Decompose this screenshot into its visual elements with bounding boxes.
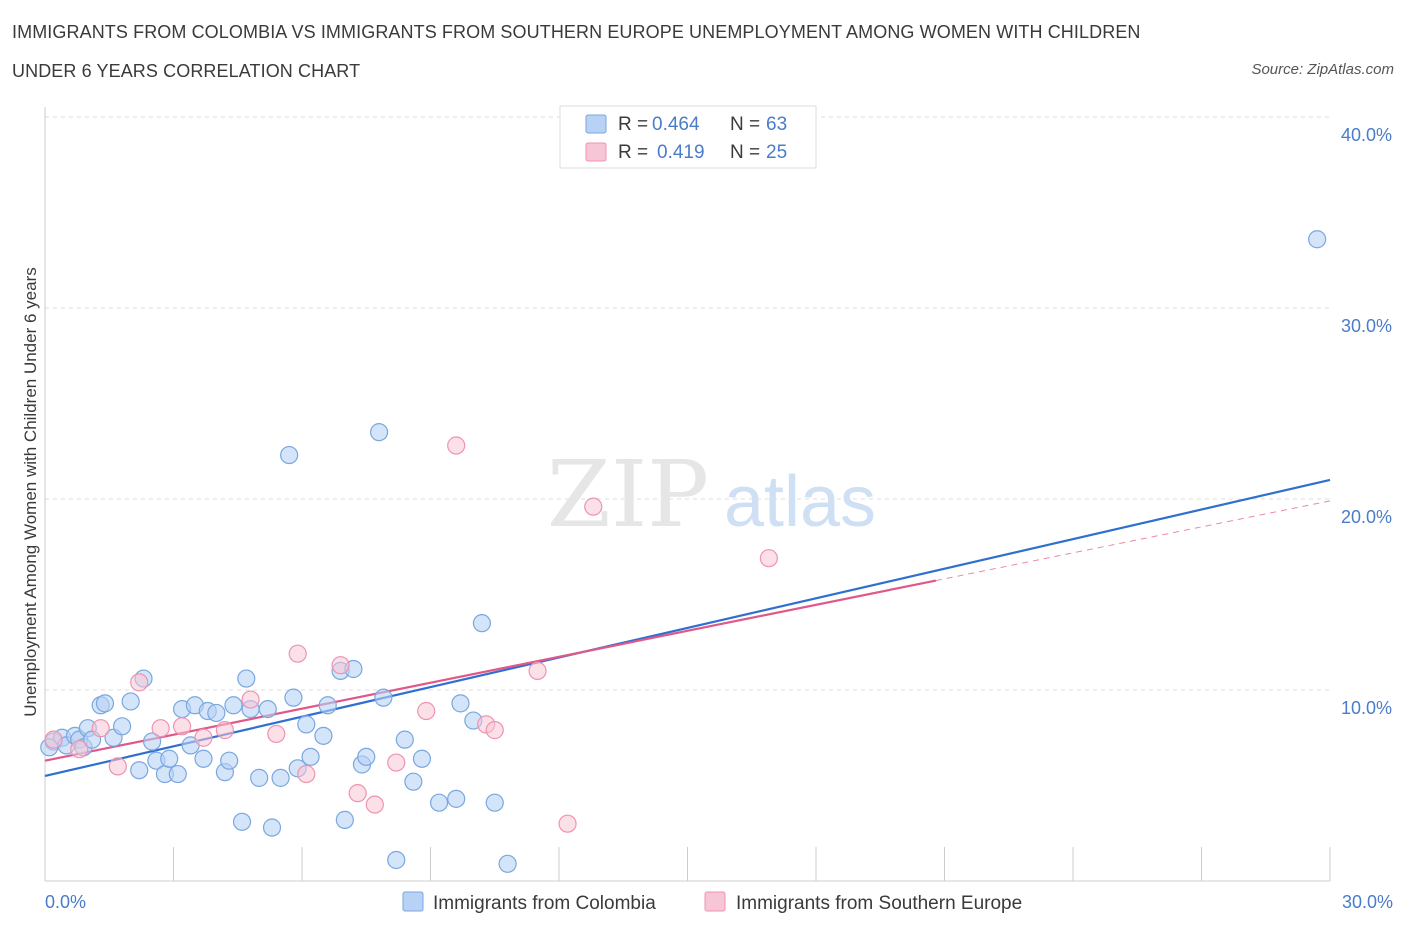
point-colombia <box>412 749 432 768</box>
point-colombia <box>207 703 226 723</box>
point-colombia <box>318 696 337 715</box>
point-southern-europe <box>108 757 127 776</box>
tick-labels: 10.0% 20.0% 30.0% 40.0% 0.0% 30.0% <box>45 125 1393 912</box>
watermark-atlas: atlas <box>724 462 876 542</box>
point-colombia <box>485 793 504 812</box>
point-colombia <box>498 854 517 873</box>
point-colombia <box>130 761 149 780</box>
point-colombia <box>262 818 282 837</box>
point-colombia <box>447 789 466 808</box>
point-colombia <box>1308 230 1327 249</box>
trendline-southern-europe <box>44 579 937 762</box>
axes <box>44 107 1331 882</box>
point-southern-europe <box>267 724 286 744</box>
point-southern-europe <box>241 690 260 709</box>
legend-n-value-1: 63 <box>766 114 787 135</box>
point-colombia <box>335 810 354 829</box>
point-southern-europe <box>759 549 778 568</box>
point-colombia <box>95 694 115 713</box>
legend-r-label-1: R = <box>618 114 648 135</box>
point-colombia <box>297 715 316 734</box>
point-southern-europe <box>215 721 234 740</box>
chart-title-line1: IMMIGRANTS FROM COLOMBIA VS IMMIGRANTS F… <box>12 22 1141 42</box>
point-southern-europe <box>194 728 213 747</box>
point-colombia <box>472 614 491 633</box>
data-points <box>40 230 1327 873</box>
legend-r-value-2: 0.419 <box>657 142 705 163</box>
point-colombia <box>301 747 320 766</box>
bottom-legend-label-southern-europe: Immigrants from Southern Europe <box>736 893 1022 914</box>
point-southern-europe <box>172 717 192 736</box>
x-tick-label: 30.0% <box>1342 892 1393 912</box>
point-colombia <box>194 749 213 768</box>
point-southern-europe <box>288 644 307 663</box>
bottom-legend-label-colombia: Immigrants from Colombia <box>433 893 656 914</box>
point-southern-europe <box>485 721 504 740</box>
point-colombia <box>258 699 277 719</box>
y-tick-label: 10.0% <box>1341 698 1392 718</box>
point-southern-europe <box>558 814 577 833</box>
legend-r-value-1: 0.464 <box>652 114 700 135</box>
point-southern-europe <box>365 795 384 814</box>
point-colombia <box>250 768 269 787</box>
stats-legend: R = 0.464 N = 63 R = 0.419 N = 25 <box>559 105 817 169</box>
y-axis-label: Unemployment Among Women with Children U… <box>21 267 40 716</box>
series-legend: Immigrants from Colombia Immigrants from… <box>402 891 1022 914</box>
trendlines <box>44 478 1331 778</box>
point-colombia <box>357 747 376 766</box>
y-tick-label: 40.0% <box>1341 125 1392 145</box>
point-colombia <box>284 688 303 707</box>
y-tick-label: 20.0% <box>1341 507 1392 527</box>
point-colombia <box>232 812 252 831</box>
point-colombia <box>121 692 140 711</box>
point-colombia <box>224 696 243 715</box>
point-southern-europe <box>151 719 170 738</box>
point-southern-europe <box>70 740 89 759</box>
legend-r-label-2: R = <box>618 142 648 163</box>
point-southern-europe <box>528 661 547 681</box>
point-southern-europe <box>44 730 63 749</box>
point-colombia <box>160 749 179 768</box>
point-southern-europe <box>348 784 367 803</box>
bottom-legend-swatch-southern-europe <box>704 891 726 912</box>
point-colombia <box>404 772 423 791</box>
point-colombia <box>271 768 290 787</box>
point-colombia <box>280 445 299 465</box>
bottom-legend-swatch-colombia <box>402 891 424 912</box>
point-colombia <box>395 730 414 749</box>
legend-n-value-2: 25 <box>766 142 787 163</box>
point-colombia <box>220 751 239 770</box>
point-colombia <box>451 694 470 713</box>
source-label: Source: ZipAtlas.com <box>1251 61 1394 78</box>
chart-title-line2: UNDER 6 YEARS CORRELATION CHART <box>12 61 361 81</box>
point-colombia <box>237 669 256 688</box>
point-colombia <box>142 732 162 751</box>
point-southern-europe <box>417 701 436 721</box>
point-southern-europe <box>297 764 316 784</box>
y-tick-label: 30.0% <box>1341 316 1392 336</box>
point-colombia <box>370 423 389 442</box>
point-southern-europe <box>447 436 466 455</box>
point-southern-europe <box>331 656 350 675</box>
point-colombia <box>168 764 187 784</box>
point-colombia <box>429 793 449 812</box>
point-southern-europe <box>584 497 603 516</box>
legend-n-label-2: N = <box>730 142 760 163</box>
watermark-zip: ZIP <box>547 441 709 548</box>
legend-swatch-colombia <box>585 114 607 134</box>
x-tick-label: 0.0% <box>45 892 86 912</box>
point-colombia <box>112 717 132 736</box>
point-southern-europe <box>130 673 149 692</box>
point-colombia <box>374 688 393 707</box>
point-southern-europe <box>91 719 110 738</box>
point-southern-europe <box>387 753 406 772</box>
trendline-colombia <box>44 478 1331 778</box>
legend-n-label-1: N = <box>730 114 760 135</box>
point-colombia <box>314 726 333 745</box>
legend-swatch-southern-europe <box>585 142 607 162</box>
point-colombia <box>387 850 406 870</box>
trendline-southern-europe-extension <box>935 500 1331 582</box>
grid-lines <box>45 116 1330 691</box>
